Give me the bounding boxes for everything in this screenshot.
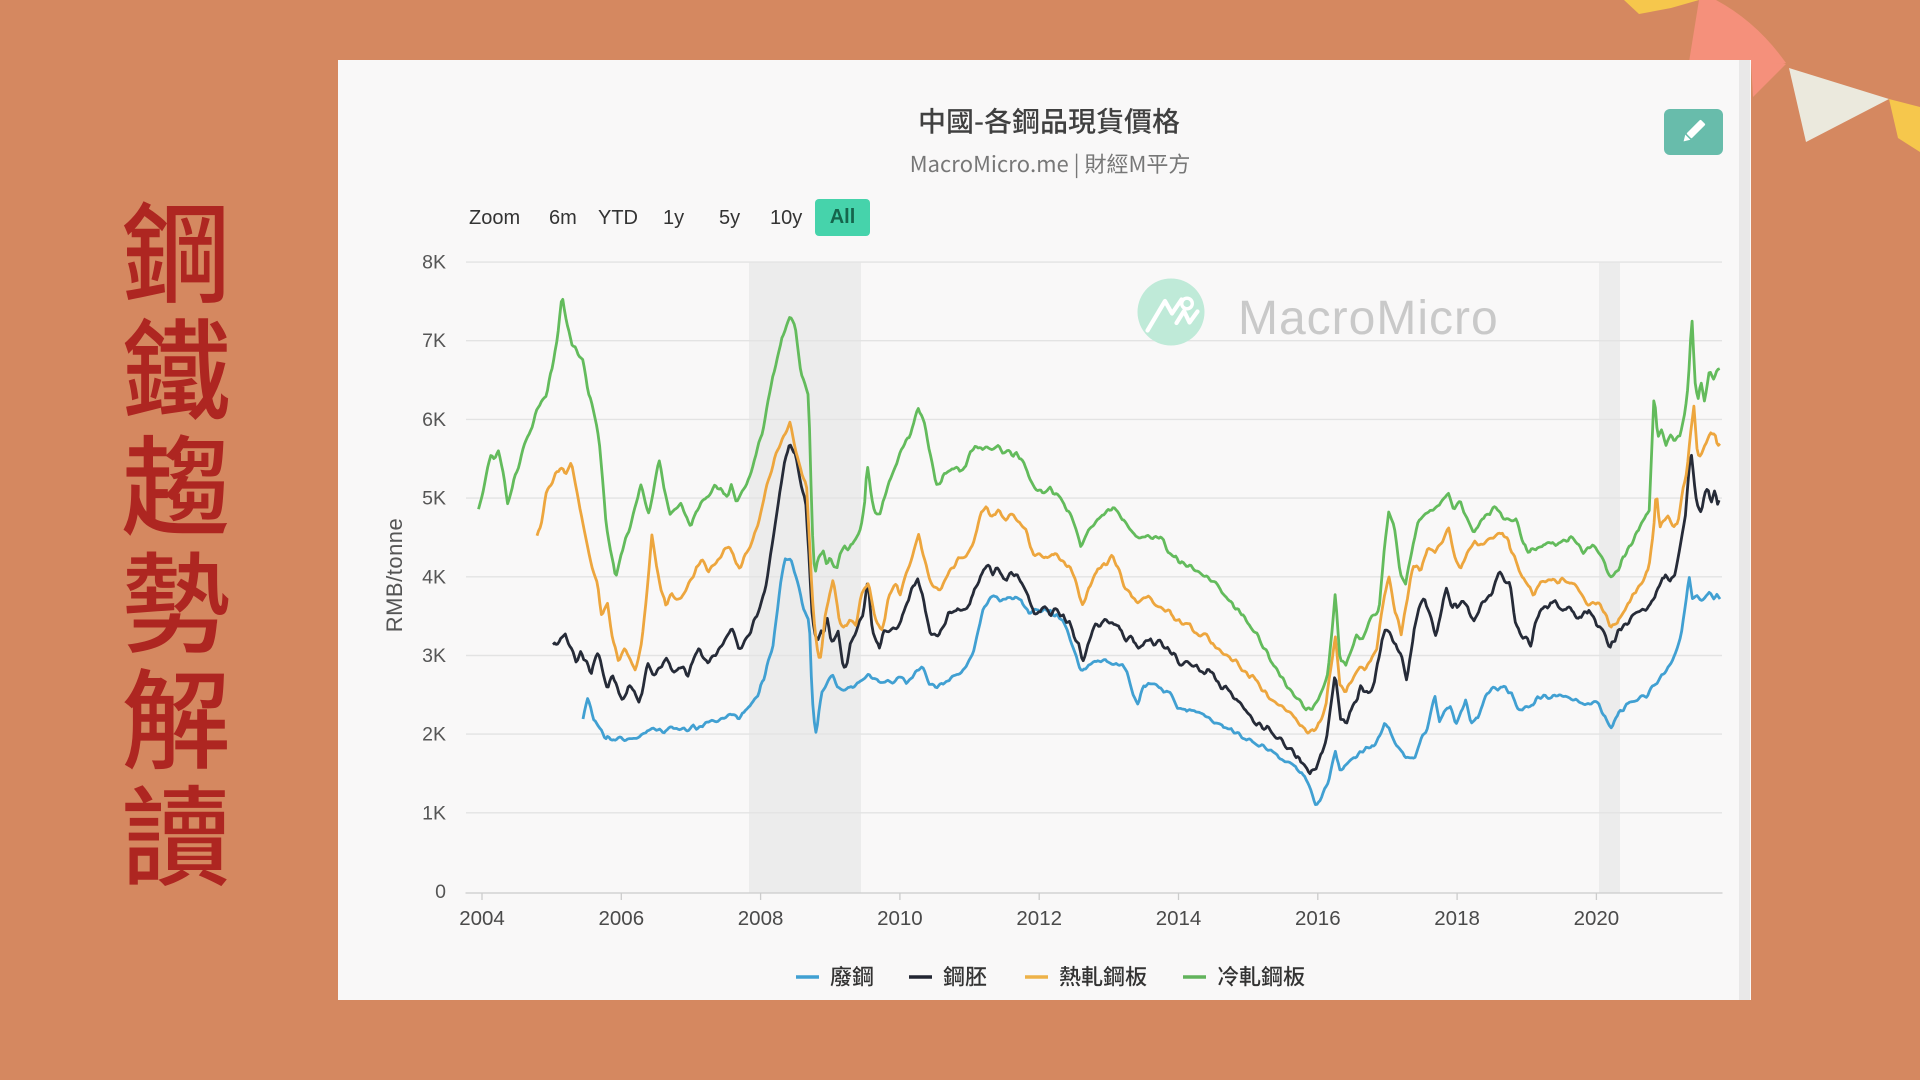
svg-text:7K: 7K [422,330,446,352]
svg-text:5K: 5K [422,488,446,510]
svg-text:RMB/tonne: RMB/tonne [382,518,407,633]
svg-text:2010: 2010 [877,907,923,930]
svg-text:MacroMicro: MacroMicro [1238,292,1499,345]
svg-text:2004: 2004 [459,907,505,930]
svg-text:2006: 2006 [598,907,644,930]
svg-text:6K: 6K [422,409,446,431]
svg-text:4K: 4K [422,566,446,588]
svg-text:2014: 2014 [1156,907,1202,930]
svg-text:3K: 3K [422,645,446,667]
svg-text:1K: 1K [422,802,446,824]
svg-text:8K: 8K [422,252,446,274]
svg-text:2012: 2012 [1016,907,1062,930]
svg-text:2K: 2K [422,724,446,746]
svg-text:0: 0 [435,881,446,903]
svg-text:2018: 2018 [1434,907,1480,930]
svg-text:2016: 2016 [1295,907,1341,930]
svg-text:2008: 2008 [738,907,784,930]
svg-text:2020: 2020 [1574,907,1620,930]
